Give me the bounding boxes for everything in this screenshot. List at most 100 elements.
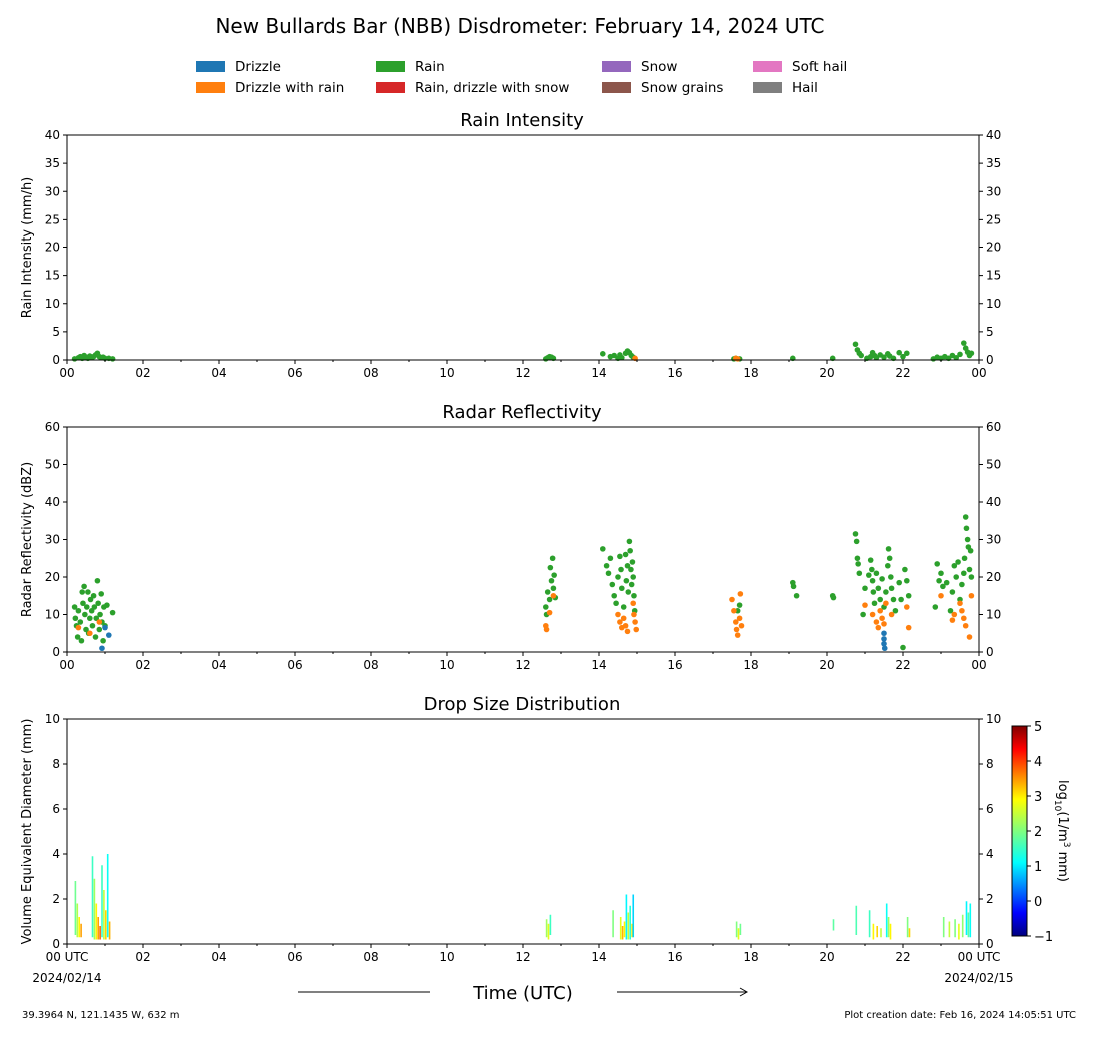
data-point <box>902 566 908 573</box>
dsd-cell <box>737 928 740 940</box>
x-tick-label: 00 UTC <box>46 950 89 964</box>
data-point <box>97 611 103 618</box>
x-tick-label: 10 <box>439 658 454 672</box>
dsd-cells <box>74 854 972 940</box>
data-point <box>793 592 800 599</box>
data-point <box>607 555 614 562</box>
y-tick-label-right: 0 <box>986 937 994 951</box>
dsd-cell <box>91 856 94 938</box>
data-point <box>949 589 956 595</box>
y-tick-label: 30 <box>45 533 60 547</box>
data-point <box>619 585 625 592</box>
dsd-cell <box>623 921 626 938</box>
dsd-cell <box>101 865 103 938</box>
y-tick-label: 4 <box>52 847 60 861</box>
dsd-cell <box>627 912 630 940</box>
colorbar-tick-label: 2 <box>1034 825 1042 840</box>
data-point <box>98 591 104 597</box>
x-tick-label: 04 <box>211 366 226 380</box>
dsd-cell <box>93 878 96 940</box>
y-tick-label: 50 <box>45 458 60 472</box>
data-point <box>869 577 876 584</box>
legend-item: Drizzle with rain <box>196 78 344 98</box>
data-point <box>862 602 868 608</box>
y-tick-label-right: 0 <box>986 645 994 659</box>
x-tick-label: 08 <box>363 366 378 380</box>
colorbar-label-part: log <box>1055 780 1070 800</box>
dsd-cell <box>95 903 98 940</box>
x-tick-label: 06 <box>287 950 302 964</box>
y-tick-label-right: 15 <box>986 269 1001 283</box>
legend-swatch <box>602 81 631 93</box>
data-point <box>858 352 864 359</box>
data-point <box>883 589 889 595</box>
data-point <box>620 604 627 610</box>
dsd-cell <box>876 926 878 938</box>
colorbar-tick-label: 5 <box>1034 720 1042 735</box>
data-point <box>633 626 640 633</box>
data-point <box>87 630 93 637</box>
data-point <box>873 619 880 625</box>
data-points <box>71 340 975 362</box>
y-tick-label-right: 10 <box>986 712 1001 726</box>
data-point <box>92 634 99 640</box>
x-tick-label: 18 <box>743 366 758 380</box>
x-tick-label: 06 <box>287 366 302 380</box>
data-point <box>75 624 82 631</box>
y-tick-label: 0 <box>52 937 60 951</box>
data-point <box>551 572 557 578</box>
data-point <box>896 579 902 586</box>
data-point <box>550 585 557 592</box>
dsd-cell <box>619 917 622 940</box>
y-tick-label-right: 60 <box>986 420 1001 434</box>
x-tick-label: 18 <box>743 658 758 672</box>
dsd-cell <box>855 905 858 935</box>
data-point <box>600 546 606 552</box>
legend-label: Rain, drizzle with snow <box>415 80 570 96</box>
data-point <box>548 577 555 584</box>
dsd-cell <box>632 894 635 938</box>
legend-label: Drizzle with rain <box>235 80 345 96</box>
data-point <box>881 630 887 637</box>
x-tick-label: 22 <box>895 366 910 380</box>
dsd-cell <box>948 921 951 938</box>
x-tick-label: 20 <box>819 366 834 380</box>
data-point <box>631 592 637 599</box>
data-point <box>99 645 105 652</box>
dsd-cell <box>549 914 552 935</box>
data-point <box>943 579 950 586</box>
data-point <box>964 536 971 543</box>
dsd-cell <box>965 901 968 935</box>
start-date-label: 2024/02/14 <box>32 971 101 985</box>
data-point <box>95 600 101 607</box>
data-point <box>736 615 743 622</box>
data-point <box>932 604 939 610</box>
data-point <box>626 538 633 545</box>
data-point <box>109 356 116 362</box>
chart-title: Rain Intensity <box>460 110 584 131</box>
dsd-cell <box>889 923 892 940</box>
data-points <box>71 514 975 652</box>
legend-item: Snow <box>602 57 677 77</box>
data-point <box>78 637 85 644</box>
legend-item: Rain <box>376 57 445 77</box>
y-tick-label-right: 0 <box>986 353 994 367</box>
data-point <box>632 619 638 625</box>
data-point <box>936 577 942 584</box>
legend-label: Snow <box>641 59 678 75</box>
colorbar-label-part: (1/m <box>1055 811 1070 841</box>
data-point <box>622 551 629 558</box>
y-tick-label: 2 <box>52 892 60 906</box>
data-point <box>615 574 621 580</box>
x-tick-label: 02 <box>135 658 150 672</box>
colorbar-tick-label: 0 <box>1034 895 1042 910</box>
colorbar-label: log10(1/m3 mm) <box>1052 780 1071 882</box>
data-point <box>905 624 912 631</box>
y-tick-label-right: 4 <box>986 847 994 861</box>
legend-label: Drizzle <box>235 59 281 75</box>
dsd-cell <box>106 854 109 938</box>
data-point <box>879 615 885 622</box>
data-point <box>875 624 882 631</box>
